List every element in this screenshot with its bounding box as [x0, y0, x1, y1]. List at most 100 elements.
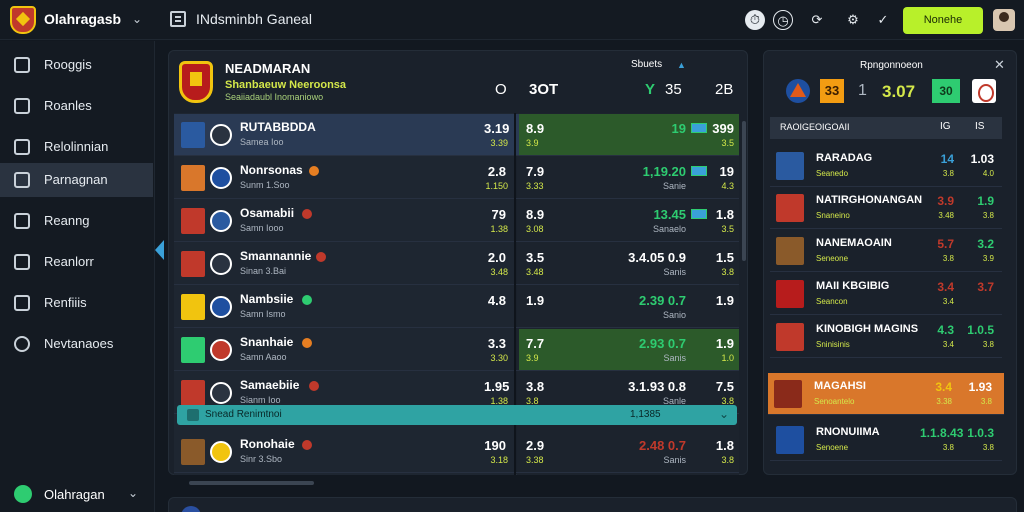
odds-value[interactable]: 1.9 — [526, 293, 545, 308]
table-row[interactable]: Osamabii Samn Iooo 79 1.38 8.9 3.08 13.45 Sanae… — [174, 200, 739, 242]
expand-icon[interactable]: ⌄ — [719, 407, 730, 421]
chevron-down-icon[interactable]: ⌄ — [132, 12, 143, 26]
clock-icon[interactable]: ⏱ — [745, 10, 765, 30]
total-value[interactable]: 1.9 — [715, 336, 734, 351]
horizontal-scrollbar[interactable] — [189, 481, 314, 485]
sidebar-item[interactable]: Parnagnan — [0, 163, 153, 197]
table-row[interactable]: Nambsiie Samn Ismo 4.8 1.9 2.39 0.7 Sanio 1.9 — [174, 286, 739, 328]
sidebar-item[interactable]: Nevtanaoes — [0, 327, 153, 361]
table-row[interactable]: RUTABBDDA Samea Ioo 3.19 3.39 8.9 3.9 19 399 3.5 — [174, 114, 739, 156]
file-icon — [14, 213, 30, 229]
team-name: Osamabii — [240, 206, 295, 220]
total-value[interactable]: 1.8 — [715, 438, 734, 453]
detail-row[interactable]: KINOBIGH MAGINS Sninisinis 4.3 3.4 1.0.5 3.8 — [770, 316, 1002, 358]
market-value[interactable]: 3.4.05 0.9 — [628, 250, 686, 265]
detail-row[interactable]: MAII KBGIBIG Seancon 3.4 3.4 3.7 — [770, 273, 1002, 315]
odds-value[interactable]: 8.9 — [526, 121, 545, 136]
detail-value-2[interactable]: 3.7 — [977, 280, 994, 294]
odds-value[interactable]: 7.7 — [526, 336, 545, 351]
detail-subvalue-2: 3.8 — [982, 443, 994, 452]
detail-team-name: RNONUIIMA — [816, 426, 880, 438]
total-value[interactable]: 7.5 — [715, 379, 734, 394]
market-value[interactable]: 2.48 0.7 — [639, 438, 686, 453]
total-value[interactable]: 399 — [712, 121, 734, 136]
detail-value-1[interactable]: 4.3 — [937, 323, 954, 337]
detail-value-2[interactable]: 1.9 — [977, 194, 994, 208]
team-subtitle: Samea Ioo — [240, 137, 284, 147]
app-logo-icon[interactable] — [10, 6, 36, 34]
detail-row[interactable]: MAGAHSI Senoantelo 3.4 3.38 1.93 3.8 — [768, 373, 1004, 415]
sidebar-item[interactable]: Reanng — [0, 204, 153, 238]
sidebar-item[interactable]: Renfiiis — [0, 286, 153, 320]
detail-row[interactable]: NANEMAOAIN Seneone 5.7 3.8 3.2 3.9 — [770, 230, 1002, 272]
copy-icon — [14, 57, 30, 73]
avatar[interactable] — [993, 9, 1015, 31]
menu-icon[interactable] — [170, 11, 186, 27]
table-row[interactable]: Smannannie Sinan 3.Bai 2.0 3.48 3.5 3.48 3.4.0… — [174, 243, 739, 285]
detail-value-2[interactable]: 1.0.3 — [967, 426, 994, 440]
sidebar-item[interactable]: Rooggis — [0, 48, 153, 82]
detail-subvalue-1: 3.8 — [942, 443, 954, 452]
odds-value[interactable]: 2.9 — [526, 438, 545, 453]
sidebar-footer-label: Olahragan — [44, 487, 105, 502]
detail-value-2[interactable]: 1.0.5 — [967, 323, 994, 337]
market-value[interactable]: 13.45 — [653, 207, 686, 222]
market-value[interactable]: 2.93 0.7 — [639, 336, 686, 351]
sort-icon[interactable]: ▲ — [677, 60, 686, 70]
detail-value-2[interactable]: 1.03 — [970, 152, 994, 166]
detail-value-2[interactable]: 1.93 — [968, 380, 992, 394]
header-col-b: 3OT — [529, 81, 559, 98]
market-value[interactable]: 3.1.93 0.8 — [628, 379, 686, 394]
app-name[interactable]: Olahragasb — [44, 11, 122, 27]
detail-value-1[interactable]: 3.4 — [937, 280, 954, 294]
table-row[interactable]: Ronohaie Sinr 3.Sbo 190 3.18 2.9 3.38 2.48 0.7… — [174, 431, 739, 473]
sidebar-item-label: Reanng — [44, 213, 90, 228]
sidebar-item[interactable]: Reanlorr — [0, 245, 153, 279]
detail-subvalue-2: 3.8 — [982, 340, 994, 349]
team-badge-icon — [210, 167, 232, 189]
detail-panel-title: Rpngonnoeon — [860, 60, 923, 71]
detail-row[interactable]: RARADAG Seanedo 14 3.8 1.03 4.0 — [770, 145, 1002, 187]
detail-value-1[interactable]: 3.9 — [937, 194, 954, 208]
detail-value-1[interactable]: 1.1.8.43 — [920, 426, 964, 440]
market-value[interactable]: 2.39 0.7 — [639, 293, 686, 308]
table-row[interactable]: Nonrsonas Sunm 1.Soo 2.8 1.150 7.9 3.33 1,19.2… — [174, 157, 739, 199]
total-value[interactable]: 19 — [719, 164, 734, 179]
odds-value[interactable]: 3.5 — [526, 250, 545, 265]
total-value[interactable]: 1.8 — [715, 207, 734, 222]
table-row[interactable]: Snanhaie Samn Aaoo 3.3 3.30 7.7 3.9 2.93 0.7 Sa… — [174, 329, 739, 371]
check-icon[interactable]: ✓ — [877, 12, 889, 27]
vertical-scrollbar[interactable] — [742, 121, 746, 261]
total-value[interactable]: 1.5 — [715, 250, 734, 265]
close-icon[interactable]: ✕ — [994, 57, 1005, 72]
stat-value: 1.95 — [484, 379, 510, 394]
detail-value-1[interactable]: 5.7 — [937, 237, 954, 251]
total-value[interactable]: 1.9 — [715, 293, 734, 308]
market-value[interactable]: 1,19.20 — [642, 164, 686, 179]
sidebar-item[interactable]: Relolinnian — [0, 130, 153, 164]
detail-value-1[interactable]: 14 — [940, 152, 954, 166]
detail-subvalue-1: 3.38 — [936, 397, 952, 406]
primary-action-button[interactable]: Nonehe — [903, 7, 983, 34]
info-bar[interactable]: Snead Renimtnoi 1,1385 ⌄ — [177, 405, 737, 425]
gear-icon[interactable]: ⚙ — [847, 12, 859, 27]
sidebar-item[interactable]: Roanles — [0, 89, 153, 123]
stat-value: 190 — [484, 438, 506, 453]
currency-label: Sbuets — [631, 59, 663, 70]
team-badge-icon — [210, 441, 232, 463]
detail-team-name: NATIRGHONANGAN — [816, 194, 923, 206]
header-col-d: 2B — [715, 81, 734, 98]
odds-value[interactable]: 7.9 — [526, 164, 545, 179]
refresh-icon[interactable]: ⟳ — [811, 12, 823, 27]
collapse-arrow-icon[interactable] — [155, 240, 164, 260]
detail-value-1[interactable]: 3.4 — [935, 380, 952, 394]
chevron-down-icon[interactable]: ⌄ — [128, 486, 139, 500]
detail-row[interactable]: RNONUIIMA Senoene 1.1.8.43 3.8 1.0.3 3.8 — [770, 419, 1002, 461]
detail-row[interactable]: NATIRGHONANGAN Snaneino 3.9 3.48 1.9 3.8 — [770, 187, 1002, 229]
odds-value[interactable]: 8.9 — [526, 207, 545, 222]
odds-value[interactable]: 3.8 — [526, 379, 545, 394]
market-value[interactable]: 19 — [671, 121, 686, 136]
timer-icon[interactable]: ◷ — [773, 10, 793, 30]
detail-value-2[interactable]: 3.2 — [977, 237, 994, 251]
sidebar-footer[interactable]: Olahragan ⌄ — [0, 477, 153, 511]
